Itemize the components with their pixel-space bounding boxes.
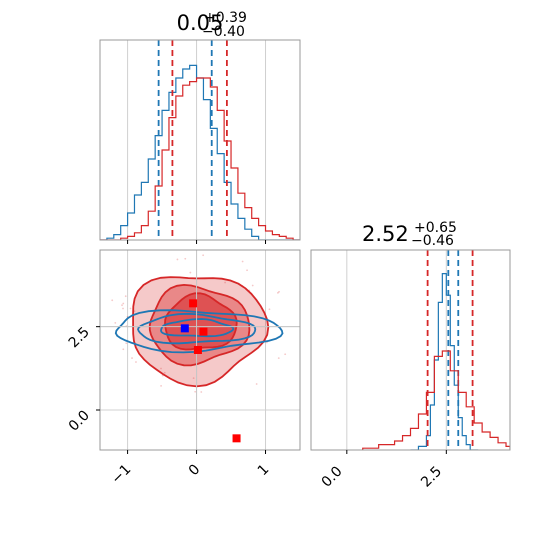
gridlines-bottom-right [346,250,447,450]
scatter-point-red-2 [121,304,123,307]
scatter-point-red-5 [176,258,179,261]
histogram-br-red [362,350,510,450]
marker-red-3 [232,434,241,443]
title-br-sub: −0.46 [411,233,454,249]
ticks-top [127,240,267,244]
contour-blue-level-0 [114,309,284,354]
histogram-br-blue [410,273,479,450]
marker-red-0 [189,299,198,308]
tick-label-bl-y-0: 0.0 [66,408,93,435]
title-br-main: 2.52 [362,222,409,246]
title-top: 0.05 [177,11,224,35]
marker-blue-0 [180,324,189,333]
frame-bottom-right [310,249,511,451]
scatter-point-red-31 [122,302,125,305]
tick-label-bl-x-2: 1 [255,462,273,480]
scatter-point-red-36 [184,257,187,260]
scatter-point-red-37 [255,383,258,385]
tick-label-bl-x-0: −1 [109,462,135,488]
scatter-point-red-6 [160,367,162,370]
scatter-point-red-18 [125,342,128,345]
scatter-point-red-3 [277,291,279,294]
scatter-point-red-0 [114,321,117,324]
scatter-point-red-10 [224,281,226,284]
title-top-sup: +0.39 [204,10,247,26]
scatter-point-red-25 [200,391,203,393]
marker-red-2 [193,346,202,354]
tick-label-br-0: 0.0 [319,464,346,491]
title-top-main: 0.05 [177,11,224,35]
scatter-point-red-4 [131,357,133,359]
scatter-point-red-35 [192,377,195,380]
scatter-point-red-8 [163,371,166,374]
scatter-point-red-9 [122,348,125,351]
scatter-point-red-14 [124,295,127,298]
scatter-point-red-11 [284,353,287,356]
title-br-sup: +0.65 [414,220,457,236]
scatter-point-red-39 [194,390,197,393]
marker-red-1 [199,327,208,336]
scatter-point-red-24 [135,361,137,363]
histogram-red [100,77,300,240]
scatter-point-red-21 [278,290,280,293]
contours [100,250,300,450]
scatter-point-red-17 [129,307,132,310]
tick-label-bl-x-1: 0 [186,462,204,480]
panel-bottom-left-contour: −1 0 1 0.0 2.5 [66,249,301,488]
scatter-point-red-32 [111,299,114,302]
scatter-point-red-34 [189,271,192,274]
scatter-point-red-12 [251,284,254,287]
scatter-point-red-28 [268,308,271,311]
ticks-bottom-right: 0.0 2.5 [319,450,447,491]
panel-bottom-right-histogram: 0.0 2.5 2.52 +0.65 −0.46 [310,220,511,491]
scatter-point-red-16 [241,260,244,263]
scatter-point-red-33 [122,307,124,310]
scatter-point-red-22 [202,254,205,257]
tick-label-bl-y-1: 2.5 [66,324,93,351]
histograms-top [100,40,300,240]
contour-blue-level-1 [137,312,257,345]
frame-top [99,39,301,241]
panel-top-left-histogram: 0.05 +0.39 −0.40 [99,10,301,244]
scatter-point-red-38 [277,357,280,360]
histograms-bottom-right [362,250,510,450]
scatter-point-red-19 [246,269,248,272]
contour-blue-level-2 [160,318,235,338]
histogram-blue [100,64,300,240]
tick-label-br-1: 2.5 [418,464,445,491]
frame-bottom-left [99,249,301,451]
title-top-sub: −0.40 [202,24,245,40]
scatter-point-red-29 [160,384,162,387]
